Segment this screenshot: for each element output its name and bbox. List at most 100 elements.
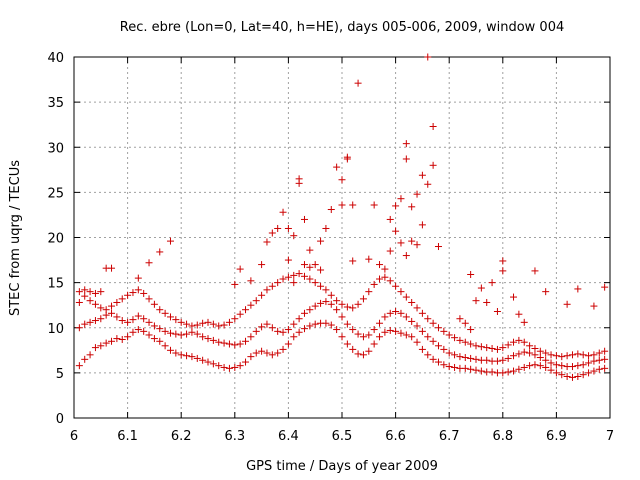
data-point	[547, 351, 555, 359]
data-point	[333, 306, 341, 314]
data-point	[590, 357, 598, 365]
data-point	[91, 300, 99, 308]
data-point	[349, 257, 357, 265]
data-point	[81, 320, 89, 328]
data-point	[145, 318, 153, 326]
data-point	[242, 358, 250, 366]
data-point	[413, 304, 421, 312]
data-point	[531, 345, 539, 353]
data-point	[199, 356, 207, 364]
data-point	[268, 282, 276, 290]
data-point	[392, 327, 400, 335]
data-point	[252, 297, 260, 305]
data-point	[386, 309, 394, 317]
data-point	[402, 313, 410, 321]
data-point	[579, 361, 587, 369]
data-point	[204, 358, 212, 366]
data-point	[311, 320, 319, 328]
data-point	[290, 271, 298, 279]
data-point	[220, 321, 228, 329]
data-point	[177, 351, 185, 359]
data-point	[268, 324, 276, 332]
data-point	[461, 319, 469, 327]
data-point	[542, 288, 550, 296]
data-point	[134, 326, 142, 334]
data-point	[499, 257, 507, 265]
data-point	[322, 319, 330, 327]
data-point	[408, 333, 416, 341]
data-point	[150, 335, 158, 343]
data-point	[172, 349, 180, 357]
data-point	[493, 308, 501, 316]
x-tick-label: 6.7	[439, 429, 460, 444]
data-point	[145, 331, 153, 339]
data-point	[311, 261, 319, 269]
data-point	[349, 304, 357, 312]
data-point	[231, 315, 239, 323]
data-point	[242, 306, 250, 314]
data-point	[381, 328, 389, 336]
data-point	[252, 349, 260, 357]
y-tick-label: 25	[47, 186, 64, 201]
data-point	[408, 203, 416, 211]
x-tick-labels: 6 6.1 6.2 6.3 6.4 6.5 6.6 6.7 6.8 6.9 7	[70, 429, 614, 444]
data-point	[75, 288, 83, 296]
data-point	[392, 282, 400, 290]
data-point	[504, 341, 512, 349]
data-point	[590, 367, 598, 375]
data-point	[418, 221, 426, 229]
data-point	[113, 335, 121, 343]
data-point	[156, 337, 164, 345]
data-point	[193, 330, 201, 338]
y-tick-label: 30	[47, 141, 64, 156]
data-point	[504, 368, 512, 376]
data-point	[483, 298, 491, 306]
data-point	[247, 333, 255, 341]
data-point	[488, 345, 496, 353]
data-point	[161, 327, 169, 335]
data-point	[231, 341, 239, 349]
x-tick-label: 6.5	[332, 429, 353, 444]
data-point	[349, 326, 357, 334]
data-point	[531, 267, 539, 275]
data-point	[300, 325, 308, 333]
data-point	[188, 353, 196, 361]
data-point	[140, 327, 148, 335]
data-point	[236, 362, 244, 370]
data-point	[526, 349, 534, 357]
data-point	[574, 362, 582, 370]
data-point	[327, 300, 335, 308]
data-point	[263, 238, 271, 246]
data-point	[279, 275, 287, 283]
data-point	[75, 362, 83, 370]
data-point	[467, 365, 475, 373]
data-point	[333, 326, 341, 334]
data-point	[595, 365, 603, 373]
data-point	[86, 318, 94, 326]
data-point	[467, 271, 475, 279]
data-point	[113, 313, 121, 321]
data-point	[552, 352, 560, 360]
data-point	[445, 363, 453, 371]
data-point	[306, 275, 314, 283]
data-point	[477, 343, 485, 351]
data-point	[397, 329, 405, 337]
data-point	[279, 208, 287, 216]
y-axis-label: STEC from uqrg / TECUs	[8, 160, 23, 316]
data-point	[86, 297, 94, 305]
data-point	[493, 357, 501, 365]
data-point	[97, 342, 105, 350]
data-point	[424, 351, 432, 359]
data-point	[129, 328, 137, 336]
data-point	[408, 317, 416, 325]
data-point	[183, 320, 191, 328]
x-tick-label: 6.6	[385, 429, 406, 444]
data-point	[370, 201, 378, 209]
data-point	[215, 362, 223, 370]
data-point	[209, 360, 217, 368]
data-point	[601, 364, 609, 372]
data-point	[290, 333, 298, 341]
x-axis-label: GPS time / Days of year 2009	[246, 459, 438, 474]
data-point	[199, 333, 207, 341]
data-point	[526, 362, 534, 370]
